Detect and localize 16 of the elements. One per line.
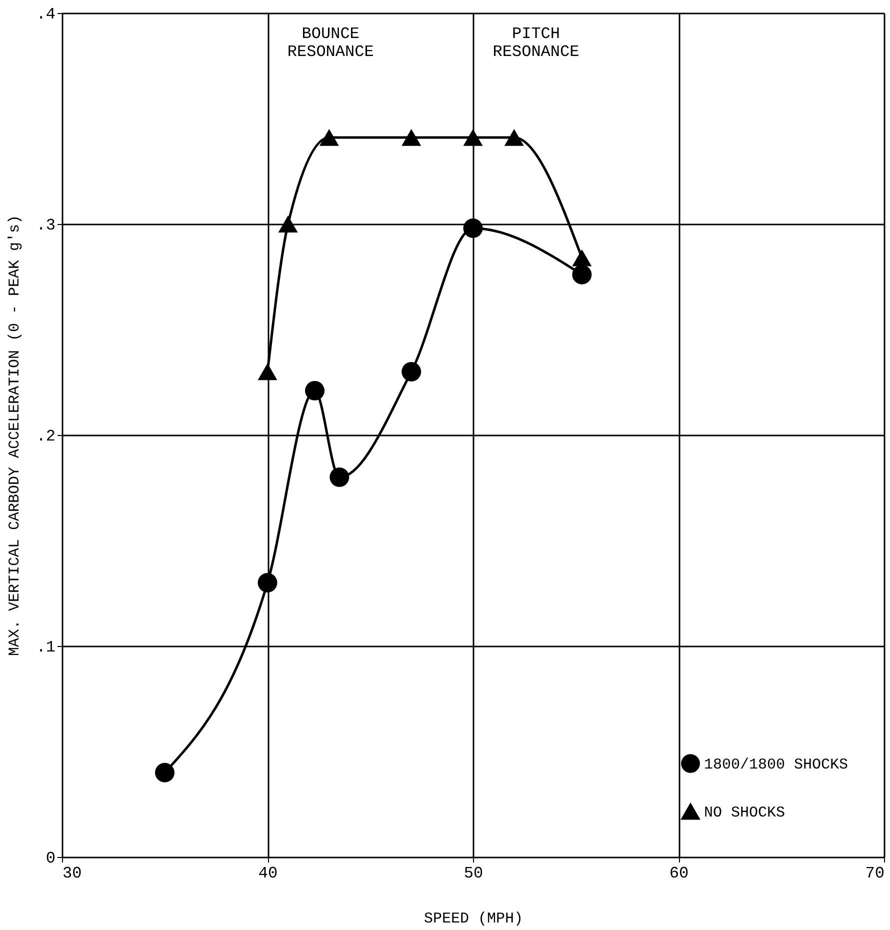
y-tick-label: .4 [36,6,56,24]
x-tick-label: 70 [865,864,884,882]
x-tick-label: 60 [669,864,689,882]
x-tick-label: 40 [258,864,278,882]
y-tick-label: .3 [36,216,56,234]
y-tick-label: 0 [46,850,56,868]
x-axis-title: SPEED (MPH) [424,910,524,928]
legend-label: 1800/1800 SHOCKS [704,756,848,774]
y-tick-label: .2 [36,428,56,446]
annotation: BOUNCE RESONANCE [287,25,374,61]
x-tick-label: 30 [62,864,82,882]
annotation: PITCH RESONANCE [492,25,580,61]
y-axis-title: MAX. VERTICAL CARBODY ACCELERATION (0 - PEAK g's) [6,214,24,656]
y-tick-label: .1 [36,638,56,656]
legend-label: NO SHOCKS [704,804,786,822]
x-tick-label: 50 [464,864,484,882]
